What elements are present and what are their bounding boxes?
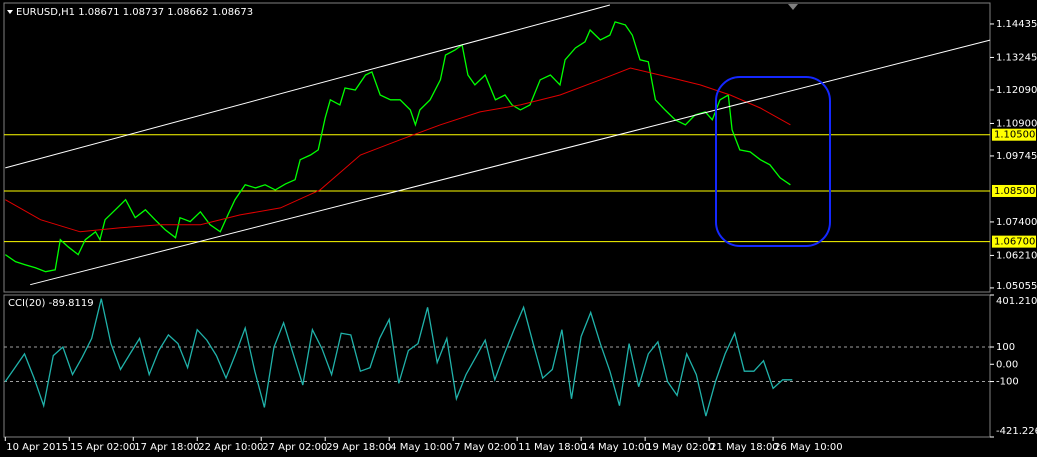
x-tick-label: 29 Apr 18:00 — [326, 442, 391, 453]
x-tick-label: 27 Apr 02:00 — [262, 442, 327, 453]
y-tick-label: 1.06210 — [996, 250, 1037, 261]
x-tick-label: 21 May 18:00 — [710, 442, 779, 453]
price-level-tag — [992, 235, 1036, 248]
chart-title: EURUSD,H1 1.08671 1.08737 1.08662 1.0867… — [16, 7, 253, 18]
price-level-tag — [992, 184, 1036, 197]
y-tick-label: 1.10900 — [996, 118, 1037, 129]
x-tick-label: 7 May 02:00 — [454, 442, 516, 453]
y-tick-label: -421.2263 — [996, 426, 1037, 437]
series-line — [5, 67, 791, 233]
x-tick-label: 19 May 02:00 — [646, 442, 715, 453]
price-level-label: 1.08500 — [994, 186, 1035, 197]
x-tick-label: 4 May 10:00 — [390, 442, 452, 453]
y-tick-label: 0.00 — [996, 359, 1018, 370]
x-tick-label: 10 Apr 2015 — [6, 442, 68, 453]
x-tick-label: 11 May 18:00 — [518, 442, 587, 453]
price-panel — [3, 2, 991, 293]
highlight-box — [715, 76, 831, 247]
y-tick-label: 1.12090 — [996, 85, 1037, 96]
y-tick-label: 1.13245 — [996, 52, 1037, 63]
x-tick-label: 14 May 10:00 — [582, 442, 651, 453]
x-tick-label: 26 May 10:00 — [774, 442, 843, 453]
x-tick-label: 15 Apr 02:00 — [70, 442, 135, 453]
shift-marker — [788, 4, 798, 10]
x-tick-label: 17 Apr 18:00 — [134, 442, 199, 453]
y-tick-label: -100 — [996, 377, 1019, 388]
series-line — [30, 39, 991, 286]
price-level-label: 1.10500 — [994, 130, 1035, 141]
cci-panel — [3, 294, 991, 438]
y-tick-label: 401.2108 — [996, 296, 1037, 307]
y-tick-label: 1.09745 — [996, 151, 1037, 162]
series-line — [4, 21, 791, 273]
y-tick-label: 1.07400 — [996, 217, 1037, 228]
y-tick-label: 1.14435 — [996, 19, 1037, 30]
series-line — [4, 298, 793, 417]
price-level-label: 1.06700 — [994, 237, 1035, 248]
menu-arrow — [7, 10, 13, 14]
series-line — [5, 4, 611, 169]
price-level-tag — [992, 128, 1036, 141]
indicator-title: CCI(20) -89.8119 — [8, 298, 94, 309]
x-tick-label: 22 Apr 10:00 — [198, 442, 263, 453]
y-tick-label: 100 — [996, 342, 1015, 353]
y-tick-label: 1.05055 — [996, 281, 1037, 292]
